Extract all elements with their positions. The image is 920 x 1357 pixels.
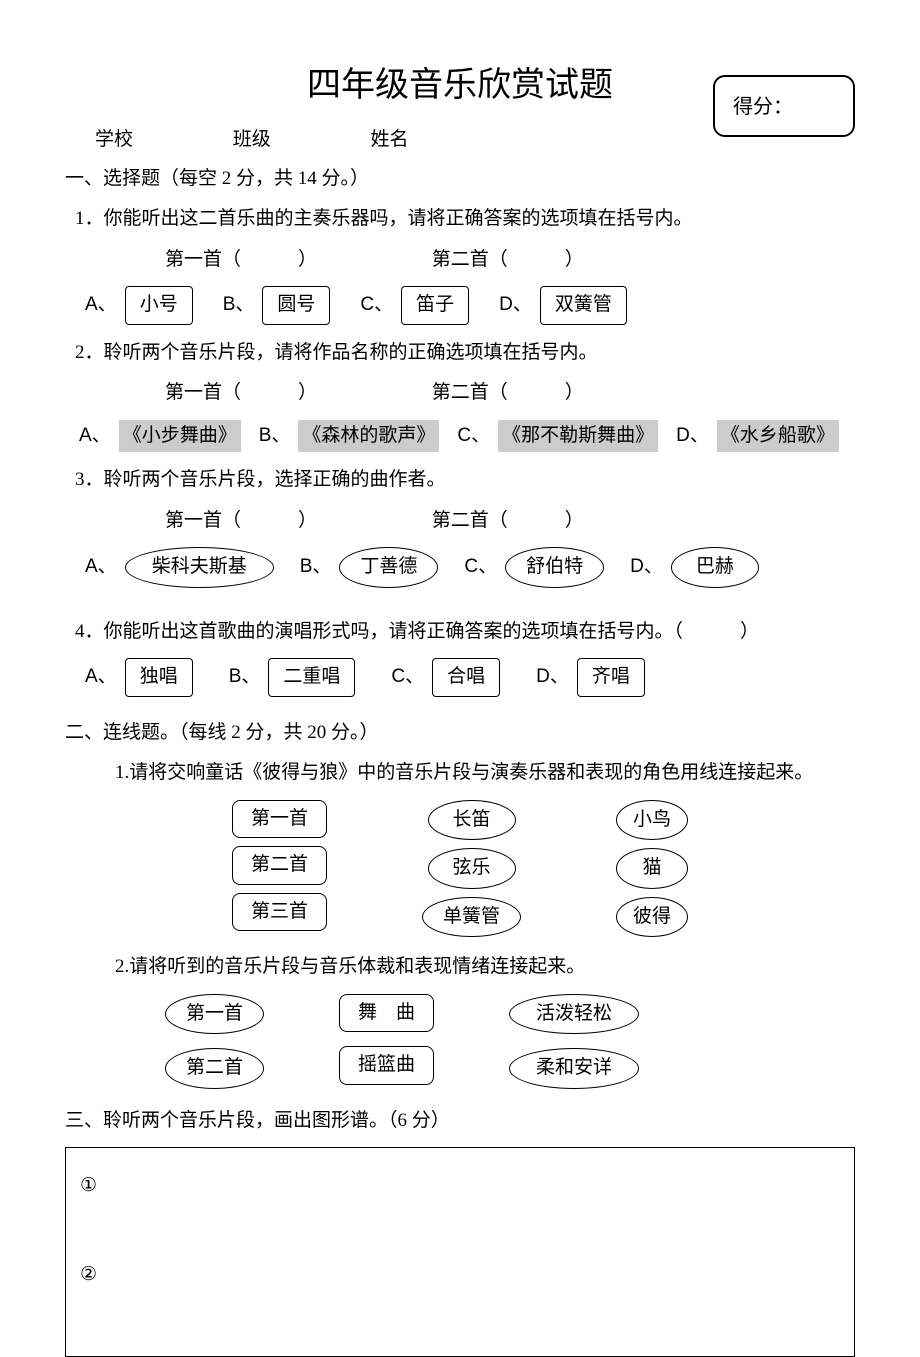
opt-a-label: A、: [79, 422, 111, 451]
m1-c2-r1[interactable]: 长笛: [428, 800, 516, 841]
m2-c3-r1[interactable]: 活泼轻松: [509, 994, 639, 1035]
opt-c-label: C、: [360, 291, 393, 320]
q2-first[interactable]: 第一首（ ）: [165, 382, 317, 403]
m1-c1-r2[interactable]: 第二首: [232, 846, 327, 885]
q1-second[interactable]: 第二首（ ）: [432, 249, 584, 270]
match1-grid: 第一首 第二首 第三首 长笛 弦乐 单簧管 小鸟 猫 彼得: [65, 800, 855, 938]
score-label: 得分：: [733, 96, 793, 118]
opt-b-label: B、: [259, 422, 291, 451]
opt-a-label: A、: [85, 663, 117, 692]
q3-opt-d[interactable]: 巴赫: [671, 547, 759, 588]
q1-opt-a[interactable]: 小号: [125, 286, 193, 325]
draw-line-2: ②: [80, 1261, 840, 1290]
q2-text: 2．聆听两个音乐片段，请将作品名称的正确选项填在括号内。: [75, 339, 855, 368]
q4-opt-a[interactable]: 独唱: [125, 658, 193, 697]
drawing-box[interactable]: ① ②: [65, 1147, 855, 1357]
section3-title: 三、聆听两个音乐片段，画出图形谱。（6 分）: [65, 1107, 855, 1136]
q1-blanks: 第一首（ ） 第二首（ ）: [165, 246, 855, 275]
m2-c1-r2[interactable]: 第二首: [165, 1048, 264, 1089]
score-box: 得分：: [713, 75, 855, 137]
section2-title: 二、连线题。（每线 2 分，共 20 分。）: [65, 719, 855, 748]
q4-options: A、独唱 B、二重唱 C、合唱 D、齐唱: [85, 658, 855, 697]
q1-opt-d[interactable]: 双簧管: [540, 286, 627, 325]
q2-options: A、《小步舞曲》 B、《森林的歌声》 C、《那不勒斯舞曲》 D、《水乡船歌》: [79, 420, 855, 453]
q3-opt-b[interactable]: 丁善德: [339, 547, 438, 588]
q1-text: 1．你能听出这二首乐曲的主奏乐器吗，请将正确答案的选项填在括号内。: [75, 205, 855, 234]
opt-d-label: D、: [536, 663, 569, 692]
q4-opt-d[interactable]: 齐唱: [577, 658, 645, 697]
school-label: 学校: [95, 126, 133, 155]
m2-c1-r1[interactable]: 第一首: [165, 994, 264, 1035]
q2-opt-c[interactable]: 《那不勒斯舞曲》: [498, 420, 658, 453]
q1-opt-c[interactable]: 笛子: [401, 286, 469, 325]
q3-opt-a[interactable]: 柴科夫斯基: [125, 547, 274, 588]
m1-c2-r2[interactable]: 弦乐: [428, 848, 516, 889]
opt-a-label: A、: [85, 291, 117, 320]
q3-text: 3．聆听两个音乐片段，选择正确的曲作者。: [75, 466, 855, 495]
opt-d-label: D、: [676, 422, 709, 451]
opt-b-label: B、: [300, 553, 332, 582]
opt-a-label: A、: [85, 553, 117, 582]
m1-c1-r3[interactable]: 第三首: [232, 893, 327, 932]
q3-opt-c[interactable]: 舒伯特: [505, 547, 604, 588]
opt-c-label: C、: [391, 663, 424, 692]
m2-c3-r2[interactable]: 柔和安详: [509, 1048, 639, 1089]
q3-first[interactable]: 第一首（ ）: [165, 510, 317, 531]
s2-sub2-text: 2.请将听到的音乐片段与音乐体裁和表现情绪连接起来。: [115, 953, 855, 982]
q3-options: A、柴科夫斯基 B、丁善德 C、舒伯特 D、巴赫: [85, 547, 855, 588]
name-label: 姓名: [371, 126, 409, 155]
opt-c-label: C、: [457, 422, 490, 451]
opt-c-label: C、: [464, 553, 497, 582]
opt-d-label: D、: [499, 291, 532, 320]
section1-title: 一、选择题（每空 2 分，共 14 分。）: [65, 165, 855, 194]
q1-options: A、小号 B、圆号 C、笛子 D、双簧管: [85, 286, 855, 325]
q2-second[interactable]: 第二首（ ）: [432, 382, 584, 403]
match2-grid: 第一首 第二首 舞 曲 摇篮曲 活泼轻松 柔和安详: [165, 994, 855, 1089]
opt-d-label: D、: [630, 553, 663, 582]
q2-blanks: 第一首（ ） 第二首（ ）: [165, 379, 855, 408]
m1-c3-r1[interactable]: 小鸟: [616, 800, 688, 841]
q4-opt-b[interactable]: 二重唱: [268, 658, 355, 697]
q1-opt-b[interactable]: 圆号: [262, 286, 330, 325]
q2-opt-b[interactable]: 《森林的歌声》: [298, 420, 439, 453]
opt-b-label: B、: [229, 663, 261, 692]
m1-c2-r3[interactable]: 单簧管: [422, 897, 521, 938]
s2-sub1-text: 1.请将交响童话《彼得与狼》中的音乐片段与演奏乐器和表现的角色用线连接起来。: [115, 759, 855, 788]
q3-second[interactable]: 第二首（ ）: [432, 510, 584, 531]
q4-opt-c[interactable]: 合唱: [432, 658, 500, 697]
m1-c1-r1[interactable]: 第一首: [232, 800, 327, 839]
m1-c3-r2[interactable]: 猫: [616, 848, 688, 889]
q2-opt-d[interactable]: 《水乡船歌》: [717, 420, 839, 453]
q4-text: 4．你能听出这首歌曲的演唱形式吗，请将正确答案的选项填在括号内。（ ）: [75, 618, 855, 647]
m1-c3-r3[interactable]: 彼得: [616, 897, 688, 938]
q2-opt-a[interactable]: 《小步舞曲》: [119, 420, 241, 453]
draw-line-1: ①: [80, 1172, 840, 1201]
class-label: 班级: [233, 126, 271, 155]
opt-b-label: B、: [223, 291, 255, 320]
q1-first[interactable]: 第一首（ ）: [165, 249, 317, 270]
q3-blanks: 第一首（ ） 第二首（ ）: [165, 507, 855, 536]
m2-c2-r2[interactable]: 摇篮曲: [339, 1046, 434, 1085]
m2-c2-r1[interactable]: 舞 曲: [339, 994, 434, 1033]
